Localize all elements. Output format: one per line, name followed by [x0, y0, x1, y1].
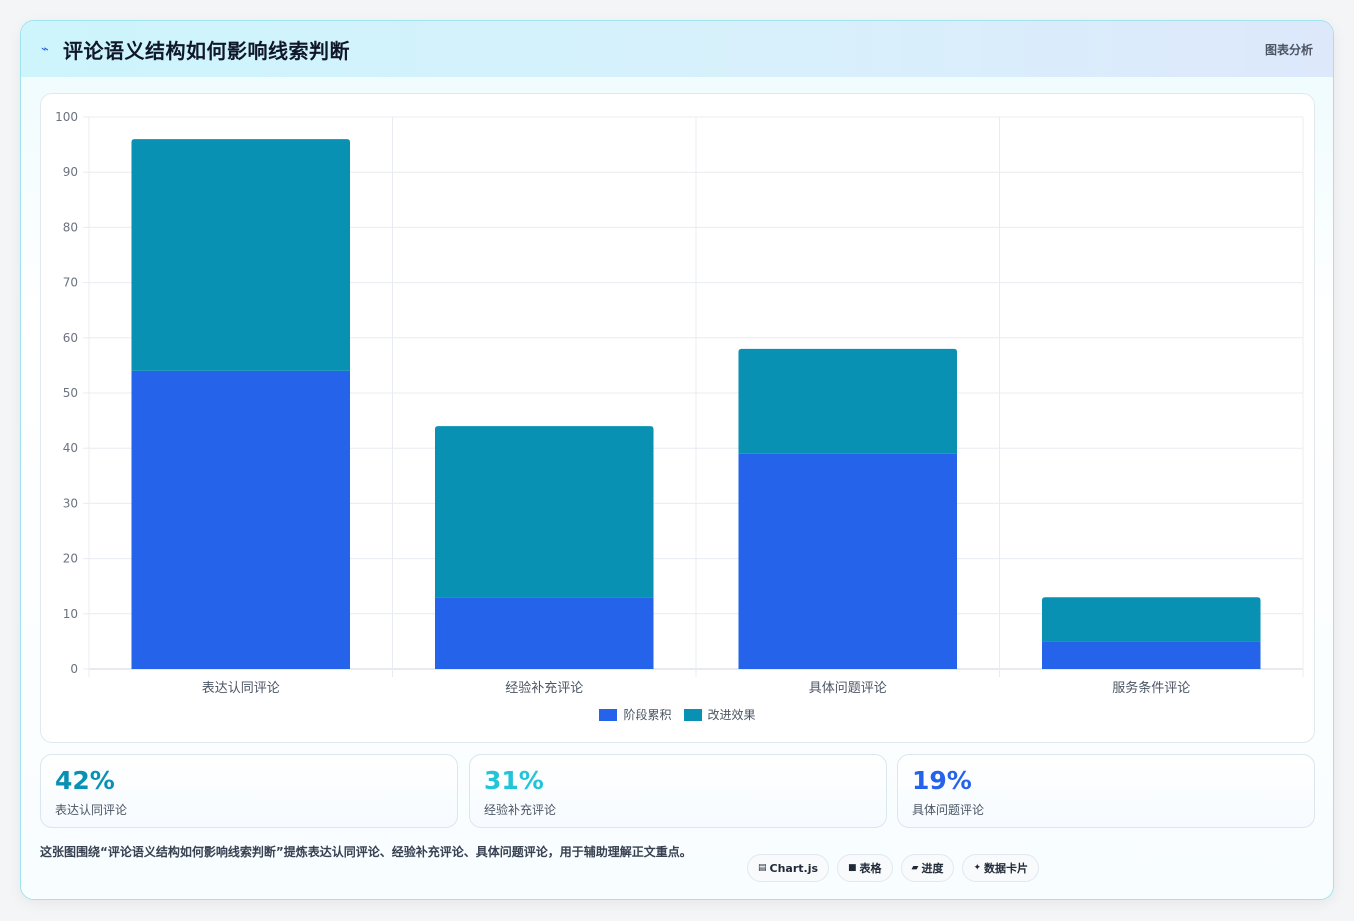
card-header: ⌁ 评论语义结构如何影响线索判断 图表分析	[21, 21, 1333, 77]
stat-value: 19%	[912, 766, 972, 795]
y-tick-label: 20	[63, 552, 78, 566]
x-tick-label: 经验补充评论	[505, 680, 583, 696]
y-tick-label: 60	[63, 331, 78, 345]
bar-segment	[738, 348, 958, 454]
chart-card: ⌁ 评论语义结构如何影响线索判断 图表分析 0 10 20 30 40 50 60 70 80 9…	[20, 20, 1334, 900]
stat-value: 31%	[484, 766, 544, 795]
bar-segment	[434, 597, 654, 669]
y-tick-label: 70	[63, 276, 78, 290]
pulse-icon: ⌁	[41, 41, 49, 57]
legend-label: 改进效果	[707, 708, 756, 722]
y-tick-label: 30	[63, 496, 78, 510]
card-title: 评论语义结构如何影响线索判断	[63, 38, 350, 63]
chip-label: 数据卡片	[984, 862, 1029, 875]
x-tick-label: 具体问题评论	[809, 681, 887, 696]
y-tick-label: 80	[63, 220, 78, 234]
y-tick-label: 10	[63, 607, 78, 621]
bar-segment	[434, 426, 654, 598]
chip-label: Chart.js	[769, 861, 819, 875]
y-tick-label: 90	[63, 165, 78, 179]
y-tick-label: 100	[55, 110, 78, 124]
stat-card: 42% 表达认同评论	[40, 754, 458, 828]
chip-label: 表格	[859, 862, 882, 875]
chart-container: 0 10 20 30 40 50 60 70 80 90 100 表达认同评论 经验补充评论 具体问题评论…	[40, 93, 1315, 743]
bar-segment	[1041, 597, 1261, 642]
y-tick-label: 0	[70, 662, 78, 676]
stat-label: 经验补充评论	[484, 803, 557, 817]
stat-label: 表达认同评论	[55, 803, 128, 817]
card-footer: 这张图围绕“评论语义结构如何影响线索判断”提炼表达认同评论、经验补充评论、具体问…	[40, 843, 1315, 893]
stat-value: 42%	[55, 766, 115, 795]
chip-data-card[interactable]: ✦ 数据卡片	[962, 854, 1040, 882]
chart-icon: ▤	[758, 863, 767, 873]
progress-icon: ▰	[911, 863, 919, 873]
legend-item[interactable]: 阶段累积	[599, 706, 672, 723]
chip-progress[interactable]: ▰ 进度	[900, 854, 955, 882]
stat-card: 19% 具体问题评论	[897, 754, 1315, 828]
y-tick-label: 50	[63, 386, 78, 400]
chip-table[interactable]: ■ 表格	[837, 854, 893, 882]
bar-segment	[738, 453, 958, 669]
stat-label: 具体问题评论	[912, 803, 985, 817]
legend-item[interactable]: 改进效果	[683, 706, 756, 723]
chart-description: 这张图围绕“评论语义结构如何影响线索判断”提炼表达认同评论、经验补充评论、具体问…	[40, 845, 692, 859]
card-body: 0 10 20 30 40 50 60 70 80 90 100 表达认同评论 经验补充评论 具体问题评论…	[21, 77, 1333, 899]
bar-segment	[131, 370, 351, 669]
legend-swatch	[683, 708, 702, 721]
x-tick-label: 服务条件评论	[1112, 680, 1190, 696]
stacked-bar-chart: 0 10 20 30 40 50 60 70 80 90 100 表达认同评论 经验补充评论 具体问题评论…	[55, 110, 1304, 696]
sparkle-icon: ✦	[973, 863, 982, 873]
chip-label: 进度	[921, 862, 944, 875]
tool-chips: ▤ Chart.js ■ 表格 ▰ 进度 ✦ 数据卡片	[747, 854, 1040, 882]
bar-segment	[1041, 641, 1261, 669]
legend-swatch	[599, 708, 618, 721]
chip-chartjs[interactable]: ▤ Chart.js	[747, 854, 830, 882]
legend-label: 阶段累积	[623, 708, 672, 722]
bar-segment	[131, 139, 351, 371]
stat-card: 31% 经验补充评论	[469, 754, 887, 828]
chart-legend: 阶段累积 改进效果	[41, 706, 1314, 723]
table-icon: ■	[848, 863, 857, 873]
header-tag: 图表分析	[1264, 42, 1313, 57]
x-tick-label: 表达认同评论	[202, 681, 280, 696]
stat-cards: 42% 表达认同评论 31% 经验补充评论 19% 具体问题评论	[40, 754, 1315, 828]
y-tick-label: 40	[63, 441, 78, 455]
